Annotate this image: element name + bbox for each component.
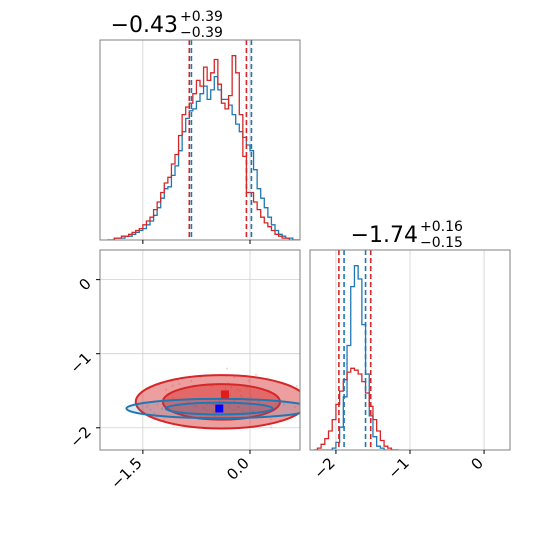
contour-point bbox=[146, 404, 149, 407]
contour-point bbox=[295, 385, 298, 388]
contour-point bbox=[202, 407, 205, 410]
hist-y-x-tick-label: −2 bbox=[310, 454, 338, 482]
contour-point bbox=[236, 388, 239, 391]
contour-point bbox=[230, 386, 233, 389]
contour-point bbox=[239, 394, 242, 397]
hist-x-title: −0.43 bbox=[111, 13, 178, 38]
hist-y-title-minus: −0.15 bbox=[420, 235, 463, 251]
hist-x-title-plus: +0.39 bbox=[180, 9, 223, 25]
contour-point bbox=[247, 379, 250, 382]
hist-y-title: −1.74 bbox=[351, 223, 418, 248]
contour-point bbox=[258, 400, 261, 403]
contour-point bbox=[233, 400, 236, 403]
hist-x-title-minus: −0.39 bbox=[180, 25, 223, 41]
contour-point bbox=[274, 403, 277, 406]
hist-y-x-tick-label: −1 bbox=[384, 454, 412, 482]
contour-frame bbox=[99, 249, 301, 451]
hist-x-panel: −0.43 +0.39 −0.39 bbox=[99, 9, 301, 244]
contour-y-tick-label: −2 bbox=[66, 423, 94, 451]
contour-point bbox=[269, 418, 272, 421]
contour-point bbox=[245, 386, 248, 389]
contour-point bbox=[250, 395, 253, 398]
contour-point bbox=[218, 399, 221, 402]
contour-point bbox=[212, 411, 215, 414]
contour-point bbox=[210, 403, 213, 406]
contour-point bbox=[293, 405, 296, 408]
contour-point bbox=[224, 388, 227, 391]
contour-point bbox=[165, 388, 168, 391]
contour-center-series_a bbox=[215, 404, 224, 413]
contour-point bbox=[193, 405, 196, 408]
contour-point bbox=[213, 415, 216, 418]
contour-point bbox=[190, 380, 193, 383]
contour-point bbox=[233, 376, 236, 379]
contour-y-tick-label: −1 bbox=[66, 349, 94, 377]
hist-y-series-1-step bbox=[313, 265, 399, 450]
contour-point bbox=[153, 412, 156, 415]
hist-x-frame bbox=[99, 39, 301, 241]
hist-x-series-2-step bbox=[107, 55, 300, 240]
contour-point bbox=[211, 409, 214, 412]
contour-point bbox=[149, 408, 152, 411]
contour-y-tick-label: 0 bbox=[75, 275, 94, 294]
contour-point bbox=[178, 383, 181, 386]
hist-y-series-2-step bbox=[313, 367, 399, 450]
contour-point bbox=[239, 389, 242, 392]
contour-point bbox=[156, 404, 159, 407]
contour-point bbox=[145, 406, 148, 409]
contour-point bbox=[325, 395, 327, 397]
contour-panel: −1.5 0.0 0 −1 −2 bbox=[66, 249, 327, 493]
contour-x-tick-label: −1.5 bbox=[107, 454, 145, 492]
contour-point bbox=[283, 403, 286, 406]
contour-point bbox=[270, 426, 273, 429]
contour-point bbox=[210, 385, 213, 388]
contour-x-tick-label: 0.0 bbox=[223, 454, 253, 484]
contour-point bbox=[229, 394, 232, 397]
hist-y-title-plus: +0.16 bbox=[420, 219, 463, 235]
hist-y-panel: −2 −1 0 −1.74 +0.16 −0.15 bbox=[309, 219, 511, 482]
contour-point bbox=[195, 405, 198, 408]
contour-point bbox=[232, 409, 235, 412]
contour-point bbox=[205, 409, 208, 412]
contour-point bbox=[228, 406, 231, 409]
contour-center-series_b bbox=[221, 390, 229, 399]
contour-point bbox=[236, 406, 239, 409]
contour-point bbox=[212, 403, 215, 406]
contour-point bbox=[171, 396, 174, 399]
hist-y-x-tick-label: 0 bbox=[467, 454, 486, 473]
contour-point bbox=[225, 367, 228, 370]
contour-point bbox=[161, 407, 164, 410]
contour-point bbox=[252, 409, 255, 412]
contour-point bbox=[171, 384, 174, 387]
contour-point bbox=[206, 403, 209, 406]
contour-point bbox=[242, 409, 245, 412]
contour-point bbox=[163, 418, 166, 421]
contour-point bbox=[313, 403, 315, 405]
hist-x-series-1-step bbox=[107, 75, 300, 240]
contour-point bbox=[254, 373, 257, 376]
contour-point bbox=[241, 396, 244, 399]
